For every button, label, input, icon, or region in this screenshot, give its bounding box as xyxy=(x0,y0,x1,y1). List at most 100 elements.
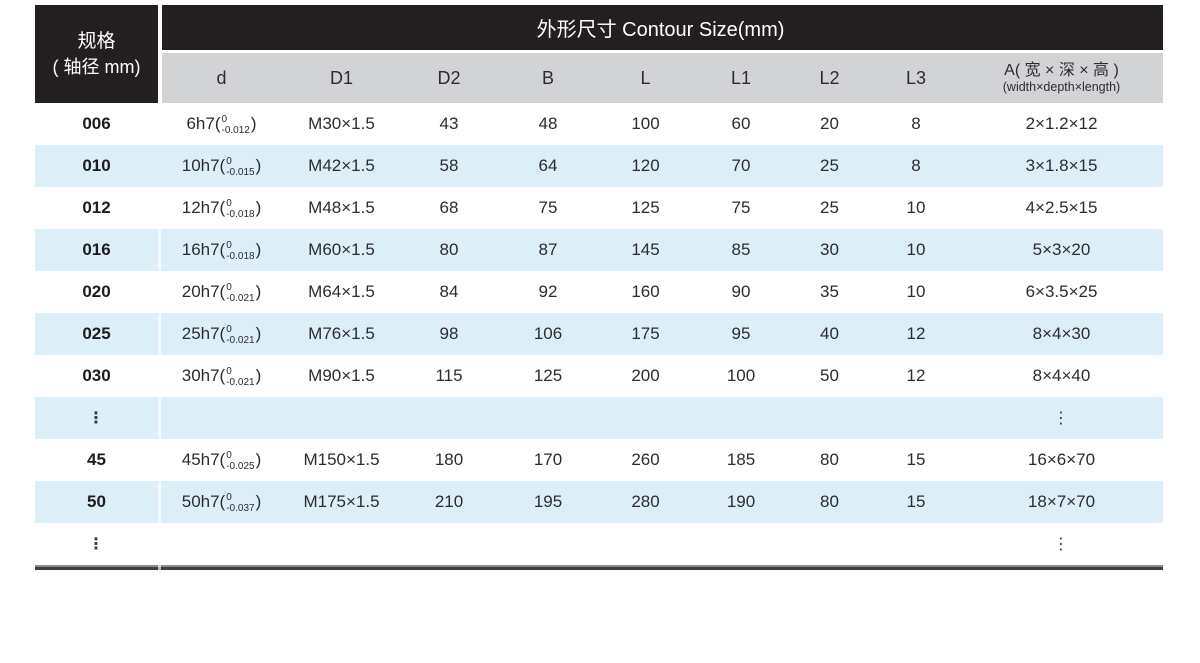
cell-d1: M60×1.5 xyxy=(308,240,375,259)
cell-d: 16h7(0 -0.018) xyxy=(181,239,262,263)
column-header-row: d D1 D2 B L L1 L2 L3 A( 宽 × 深 × 高 ) (wid… xyxy=(158,53,1163,103)
cell-b: 106 xyxy=(533,324,563,343)
cell-l3: 12 xyxy=(906,366,926,385)
cell-l: 125 xyxy=(631,198,660,217)
col-header-a: A( 宽 × 深 × 高 ) (width×depth×length) xyxy=(960,62,1163,95)
tolerance-stack: 0 -0.021 xyxy=(226,323,255,347)
cell-l: 120 xyxy=(631,156,660,175)
cell-d1: M42×1.5 xyxy=(308,156,375,175)
cell-spec: 50 xyxy=(87,492,106,511)
cell-d2: 180 xyxy=(434,450,464,469)
cell-l2: 40 xyxy=(820,324,839,343)
cell-a: 18×7×70 xyxy=(1027,492,1096,511)
cell-d2: 58 xyxy=(439,156,459,175)
tolerance-stack: 0 -0.037 xyxy=(226,491,255,515)
contour-size-title: 外形尺寸 Contour Size(mm) xyxy=(158,5,1163,50)
cell-d: 6h7(0 -0.012) xyxy=(186,113,257,137)
cell-a: ⋮ xyxy=(1053,410,1070,427)
col-header-l1: L1 xyxy=(730,67,752,88)
cell-spec: 016 xyxy=(82,240,111,259)
table-row: 020 20h7(0 -0.021) M64×1.5 84 92 160 90 3… xyxy=(35,271,1163,313)
cell-d2: 98 xyxy=(439,324,459,343)
cell-a: 8×4×30 xyxy=(1032,324,1091,343)
cell-d1: M76×1.5 xyxy=(308,324,375,343)
cell-d1: M90×1.5 xyxy=(308,366,375,385)
cell-l: 200 xyxy=(631,366,660,385)
cell-d: 12h7(0 -0.018) xyxy=(181,197,262,221)
cell-d2: 210 xyxy=(434,492,464,511)
cell-spec: 45 xyxy=(87,450,106,469)
table-header: 规格 ( 轴径 mm) 外形尺寸 Contour Size(mm) d D1 D… xyxy=(35,5,1163,103)
cell-d2: 84 xyxy=(439,282,459,301)
cell-spec: 010 xyxy=(82,156,111,175)
cell-spec: ⋮ xyxy=(88,536,105,553)
cell-spec: 006 xyxy=(82,114,111,133)
header-gap xyxy=(158,50,1163,53)
cell-l1: 100 xyxy=(726,366,756,385)
spec-column-header: 规格 ( 轴径 mm) xyxy=(35,5,158,103)
cell-a: 16×6×70 xyxy=(1027,450,1096,469)
cell-b: 64 xyxy=(538,156,558,175)
col-header-d: d xyxy=(216,67,227,88)
cell-b: 170 xyxy=(533,450,563,469)
cell-l3: 10 xyxy=(906,240,926,259)
col-header-b: B xyxy=(541,67,554,88)
cell-l3: 12 xyxy=(906,324,926,343)
table-row: ⋮ ⋮ xyxy=(35,397,1163,439)
col-header-l2: L2 xyxy=(819,67,840,88)
cell-l3: 15 xyxy=(906,492,926,511)
cell-d: 45h7(0 -0.025) xyxy=(181,449,262,473)
cell-spec: 025 xyxy=(82,324,111,343)
cell-d2: 68 xyxy=(439,198,459,217)
cell-l2: 20 xyxy=(820,114,839,133)
cell-l2: 80 xyxy=(820,492,839,511)
col-header-d1: D1 xyxy=(329,67,353,88)
cell-d1: M30×1.5 xyxy=(308,114,375,133)
cell-a: 3×1.8×15 xyxy=(1025,156,1098,175)
cell-l3: 8 xyxy=(911,156,921,175)
header-vertical-divider xyxy=(158,5,162,103)
table-row: 016 16h7(0 -0.018) M60×1.5 80 87 145 85 3… xyxy=(35,229,1163,271)
cell-b: 125 xyxy=(533,366,563,385)
cell-l1: 90 xyxy=(731,282,751,301)
cell-a: 5×3×20 xyxy=(1032,240,1091,259)
cell-l1: 95 xyxy=(731,324,751,343)
cell-b: 195 xyxy=(533,492,563,511)
cell-d: 30h7(0 -0.021) xyxy=(181,365,262,389)
cell-d1: M64×1.5 xyxy=(308,282,375,301)
tolerance-stack: 0 -0.012 xyxy=(221,113,250,137)
spec-title-line1: 规格 xyxy=(77,31,116,53)
cell-d1: M175×1.5 xyxy=(303,492,380,511)
tolerance-stack: 0 -0.018 xyxy=(226,239,255,263)
table-row: ⋮ ⋮ xyxy=(35,523,1163,565)
cell-l1: 190 xyxy=(726,492,756,511)
cell-l: 260 xyxy=(631,450,660,469)
cell-a: 4×2.5×15 xyxy=(1025,198,1098,217)
cell-a: 2×1.2×12 xyxy=(1025,114,1098,133)
cell-l3: 10 xyxy=(906,282,926,301)
cell-d2: 115 xyxy=(435,366,463,385)
tolerance-stack: 0 -0.015 xyxy=(226,155,255,179)
cell-b: 87 xyxy=(538,240,558,259)
cell-b: 92 xyxy=(538,282,558,301)
col-header-l3: L3 xyxy=(905,67,927,88)
cell-l: 145 xyxy=(631,240,660,259)
cell-l2: 80 xyxy=(820,450,839,469)
contour-header-group: 外形尺寸 Contour Size(mm) d D1 D2 B L L1 L2 … xyxy=(158,5,1163,103)
col-header-d2: D2 xyxy=(437,67,461,88)
cell-d: 10h7(0 -0.015) xyxy=(181,155,262,179)
cell-b: 48 xyxy=(538,114,558,133)
cell-l1: 70 xyxy=(731,156,751,175)
cell-l2: 30 xyxy=(820,240,839,259)
cell-l3: 8 xyxy=(911,114,921,133)
cell-l1: 185 xyxy=(726,450,756,469)
cell-d: 50h7(0 -0.037) xyxy=(181,491,262,515)
cell-l2: 25 xyxy=(820,156,839,175)
cell-spec: 012 xyxy=(82,198,111,217)
tolerance-stack: 0 -0.021 xyxy=(226,281,255,305)
cell-d1: M150×1.5 xyxy=(303,450,380,469)
cell-d1: M48×1.5 xyxy=(308,198,375,217)
col-header-a-cn: A( 宽 × 深 × 高 ) xyxy=(1004,61,1119,79)
cell-a: 6×3.5×25 xyxy=(1025,282,1098,301)
cell-d: 25h7(0 -0.021) xyxy=(181,323,262,347)
